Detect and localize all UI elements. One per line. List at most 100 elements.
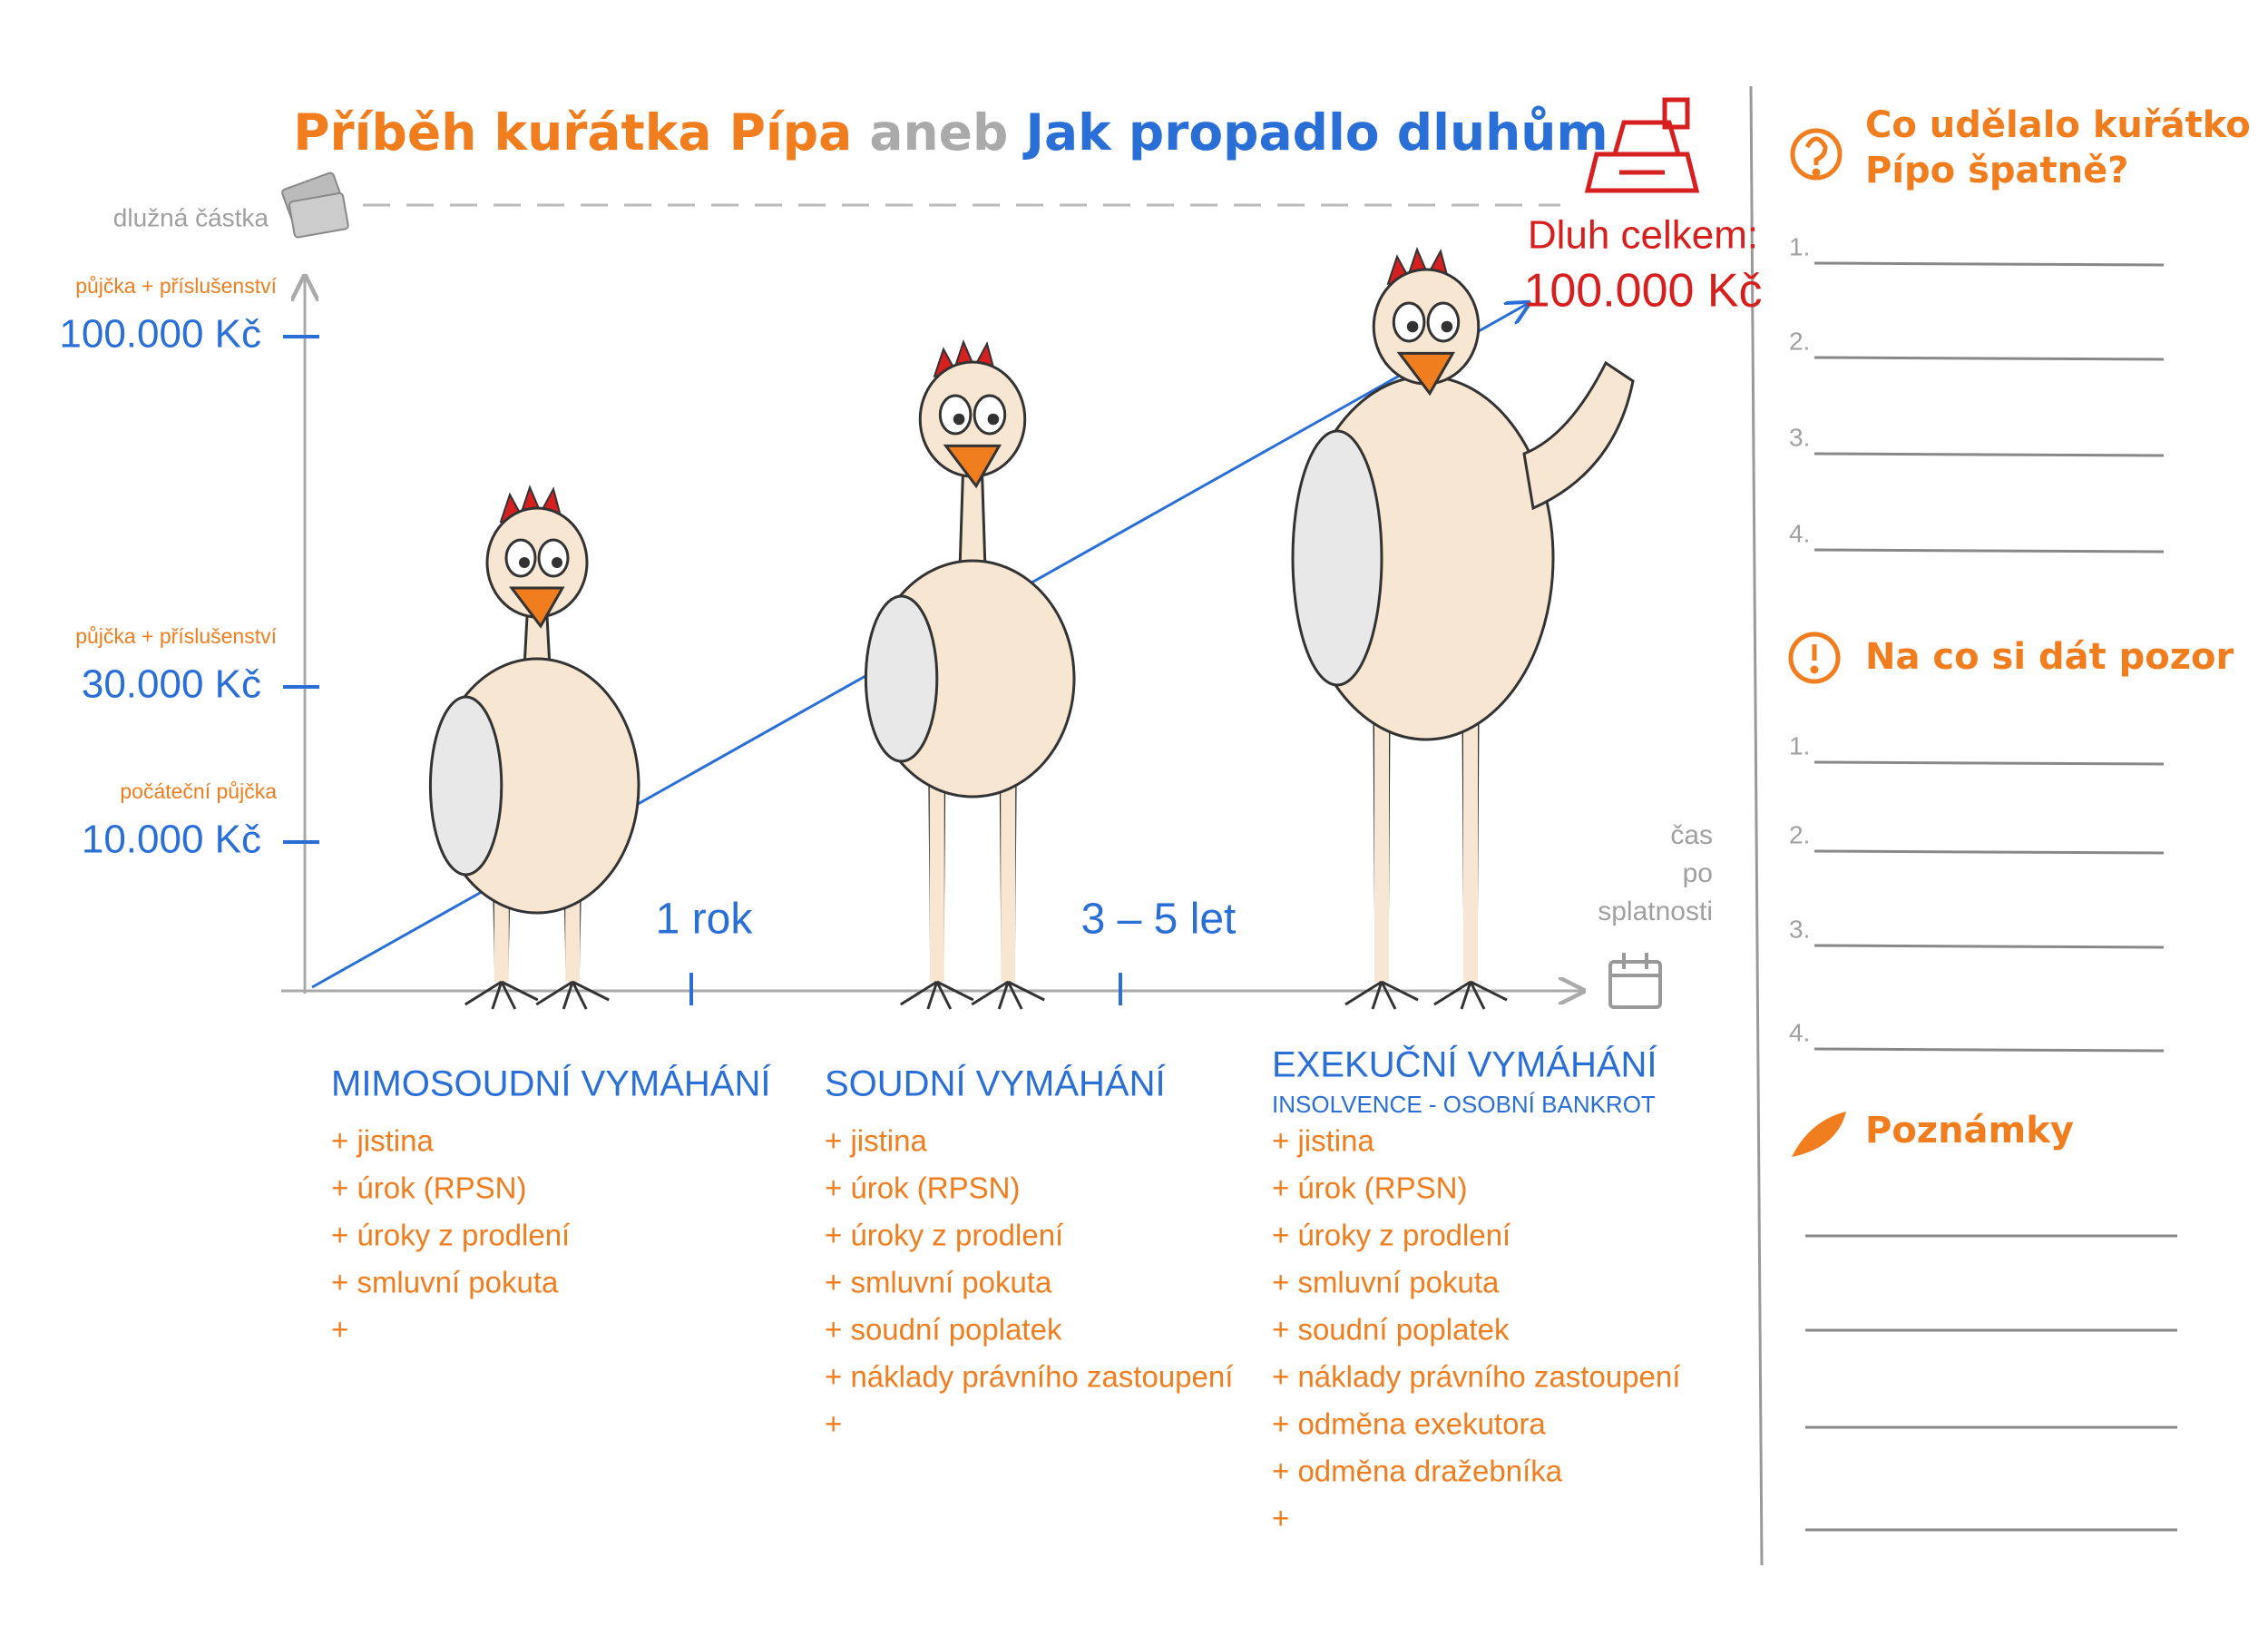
write-line: [1813, 760, 2165, 766]
chicken-leg-fill: [1463, 721, 1478, 982]
chicken-leg-fill: [494, 895, 509, 982]
chicken-beak: [508, 586, 565, 629]
level-amount: 10.000 Kč: [82, 818, 261, 862]
separator: [1749, 85, 1764, 1566]
chicken: [1291, 246, 1555, 1010]
stage-item: + soudní poplatek: [1272, 1313, 1510, 1347]
write-line: [1813, 261, 2165, 267]
level-amount: 30.000 Kč: [82, 662, 261, 707]
chicken-eye: [938, 394, 973, 436]
chicken-foot: [971, 980, 1045, 1010]
title-part: Příběh kuřátka Pípa: [293, 103, 852, 162]
level-note: půjčka + příslušenství: [75, 274, 277, 298]
chicken-eye: [1426, 301, 1461, 343]
stage-item: + úrok (RPSN): [331, 1171, 526, 1205]
total-amount: 100.000 Kč: [1523, 265, 1762, 318]
stage-item: + úroky z prodlení: [331, 1219, 570, 1252]
chicken-pupil: [1406, 320, 1419, 333]
write-line: [1813, 944, 2165, 949]
chicken-beak: [943, 444, 1002, 489]
chicken-beak: [1396, 351, 1455, 397]
chicken-leg-fill: [1001, 779, 1016, 982]
stage-item: + odměna exekutora: [1272, 1407, 1546, 1441]
stage-item: + úrok (RPSN): [1272, 1171, 1467, 1205]
stage-item: + smluvní pokuta: [825, 1266, 1052, 1299]
chicken-wing: [1291, 429, 1383, 687]
line-number: 3.: [1789, 915, 1810, 943]
line-number: 2.: [1789, 820, 1810, 848]
title: Příběh kuřátka Pípa aneb Jak propadlo dl…: [293, 103, 1608, 162]
stage-item: +: [1272, 1502, 1289, 1535]
y-axis-label: dlužná částka: [113, 203, 269, 231]
stage-subtitle: INSOLVENCE - OSOBNÍ BANKROT: [1272, 1091, 1656, 1118]
line-number: 2.: [1789, 327, 1810, 355]
stage-item: + úroky z prodlení: [1272, 1219, 1510, 1252]
stage-item: +: [331, 1313, 348, 1347]
sidebar-heading: Pípo špatně?: [1865, 150, 2128, 191]
write-line: [1813, 356, 2165, 361]
chicken-eye: [1392, 301, 1426, 343]
calendar-icon: [1608, 953, 1662, 1009]
chicken-pupil: [953, 413, 965, 426]
write-line: [1813, 452, 2165, 457]
chicken-pupil: [519, 557, 530, 568]
stage-item: + jistina: [825, 1124, 927, 1158]
chicken-leg-fill: [1374, 721, 1389, 982]
stage-item: +: [825, 1407, 842, 1441]
stage-item: + náklady právního zastoupení: [825, 1360, 1233, 1394]
period-label: 3 – 5 let: [1081, 896, 1237, 944]
stage-title: SOUDNÍ VYMÁHÁNÍ: [825, 1063, 1166, 1104]
sidebar-heading: Poznámky: [1865, 1110, 2074, 1151]
x-axis-label: splatnosti: [1598, 896, 1713, 926]
chicken-foot: [464, 980, 539, 1010]
stage-title: MIMOSOUDNÍ VYMÁHÁNÍ: [331, 1063, 771, 1104]
line-number: 1.: [1789, 232, 1810, 260]
write-line: [1813, 1047, 2165, 1053]
chicken: [864, 338, 1076, 1010]
stage-item: + smluvní pokuta: [331, 1266, 559, 1299]
line-number: 1.: [1789, 731, 1810, 759]
level-note: počáteční půjčka: [120, 779, 277, 803]
sidebar-heading: Na co si dát pozor: [1865, 636, 2234, 678]
line-number: 3.: [1789, 423, 1810, 451]
register-icon: [1584, 97, 1700, 193]
chicken-leg-fill: [565, 895, 581, 982]
x-axis-label: po: [1683, 858, 1713, 888]
stage-item: + soudní poplatek: [825, 1313, 1062, 1347]
chicken-pupil: [987, 413, 1000, 426]
chicken-foot: [535, 980, 610, 1010]
write-line: [1813, 849, 2165, 855]
question-icon: [1790, 128, 1843, 181]
stage-item: + náklady právního zastoupení: [1272, 1360, 1680, 1394]
write-line: [1813, 548, 2165, 554]
line-number: 4.: [1789, 519, 1810, 547]
chicken-wing: [428, 695, 503, 877]
chicken-arm: [1522, 360, 1635, 511]
chicken-pupil: [1441, 320, 1453, 333]
chicken-wing: [864, 594, 939, 763]
stage-title: EXEKUČNÍ VYMÁHÁNÍ: [1272, 1044, 1657, 1085]
x-axis-label: čas: [1670, 820, 1713, 850]
stage-item: + jistina: [1272, 1124, 1374, 1158]
chicken-pupil: [552, 557, 562, 568]
level-amount: 100.000 Kč: [59, 312, 261, 357]
chicken-eye: [973, 394, 1007, 436]
stage-item: + odměna dražebníka: [1272, 1455, 1563, 1488]
line-number: 4.: [1789, 1018, 1810, 1046]
stage-item: + úrok (RPSN): [825, 1171, 1020, 1205]
title-part: aneb: [869, 103, 1008, 162]
chicken-eye: [504, 538, 537, 578]
money-icon: [281, 171, 349, 239]
chicken: [428, 485, 640, 1010]
warning-icon: [1788, 632, 1841, 684]
chicken-leg-fill: [929, 779, 944, 982]
sidebar-heading: Co udělalo kuřátko: [1865, 104, 2251, 146]
chicken-eye: [537, 538, 570, 578]
chicken-foot: [1344, 980, 1419, 1010]
stage-item: + smluvní pokuta: [1272, 1266, 1500, 1299]
chicken-foot: [900, 980, 974, 1010]
chicken-foot: [1433, 980, 1508, 1010]
